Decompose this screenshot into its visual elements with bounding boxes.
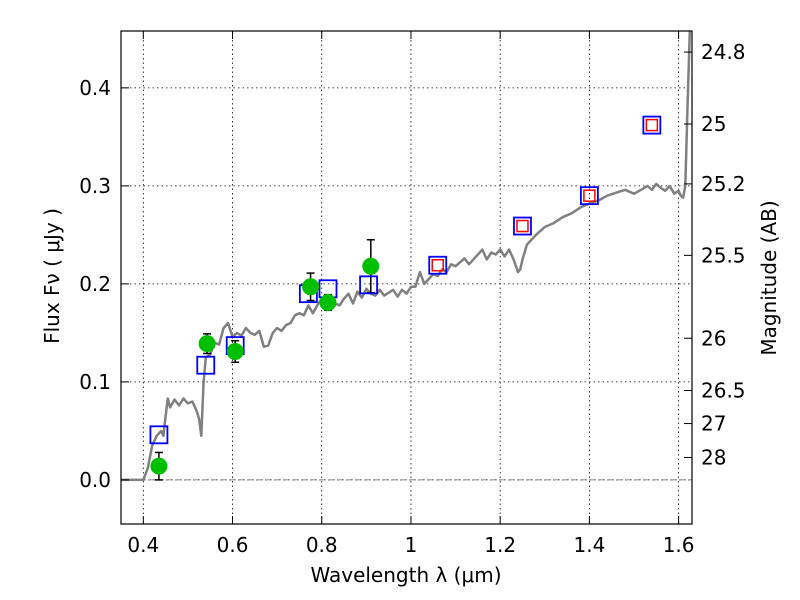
- mag-tick-label: 24.8: [701, 40, 746, 64]
- observed-point: [226, 342, 244, 360]
- model-square: [579, 186, 599, 206]
- ir-square: [516, 219, 529, 233]
- y-tick-label: 0.1: [79, 370, 111, 394]
- model-square: [359, 275, 378, 295]
- model-square: [428, 255, 448, 275]
- model-spectrum-line: [121, 30, 692, 482]
- observed-point: [302, 278, 320, 296]
- y-axis-ticks: 0.0 0.1 0.2 0.3 0.4: [79, 76, 129, 492]
- y-tick-label: 0.3: [79, 174, 111, 198]
- observed-point: [198, 335, 216, 353]
- mag-tick-label: 27: [701, 412, 726, 436]
- magnitude-axis-ticks: 24.8 25 25.2 25.5 26 26.5 27 28: [684, 40, 746, 469]
- mag-tick-label: 25: [701, 112, 726, 136]
- y-tick-label: 0.2: [79, 272, 111, 296]
- ir-square: [645, 118, 659, 132]
- observed-point: [150, 457, 168, 475]
- x-tick-label: 1.2: [484, 533, 516, 557]
- plot-frame: [120, 30, 693, 525]
- observed-point: [319, 293, 337, 311]
- magnitude-axis-title: Magnitude (AB): [757, 200, 781, 355]
- model-square: [196, 355, 216, 375]
- ir-square: [431, 258, 444, 272]
- y-tick-label: 0.4: [79, 76, 111, 100]
- grid-lines: [121, 31, 692, 524]
- model-square: [513, 216, 532, 236]
- x-tick-label: 1.6: [663, 533, 695, 557]
- x-tick-label: 0.6: [217, 533, 249, 557]
- x-tick-label: 0.8: [306, 533, 338, 557]
- x-axis-title: Wavelength λ (μm): [310, 563, 501, 587]
- x-tick-label: 1.4: [573, 533, 605, 557]
- mag-tick-label: 25.2: [701, 172, 746, 196]
- x-tick-label: 0.4: [127, 533, 159, 557]
- model-square: [642, 115, 662, 135]
- mag-tick-label: 26.5: [701, 379, 746, 403]
- x-axis-ticks: 0.4 0.6 0.8 1 1.2 1.4 1.6: [127, 31, 695, 557]
- y-tick-label: 0.0: [79, 468, 111, 492]
- x-tick-label: 1: [405, 533, 418, 557]
- mag-tick-label: 25.5: [701, 243, 746, 267]
- y-axis-title: Flux Fν ( μJy ): [40, 208, 64, 344]
- mag-tick-label: 26: [701, 326, 726, 350]
- ir-square: [583, 189, 596, 202]
- photometry-points: [149, 115, 662, 481]
- observed-point: [362, 257, 380, 275]
- model-square: [149, 425, 169, 445]
- mag-tick-label: 28: [701, 445, 726, 469]
